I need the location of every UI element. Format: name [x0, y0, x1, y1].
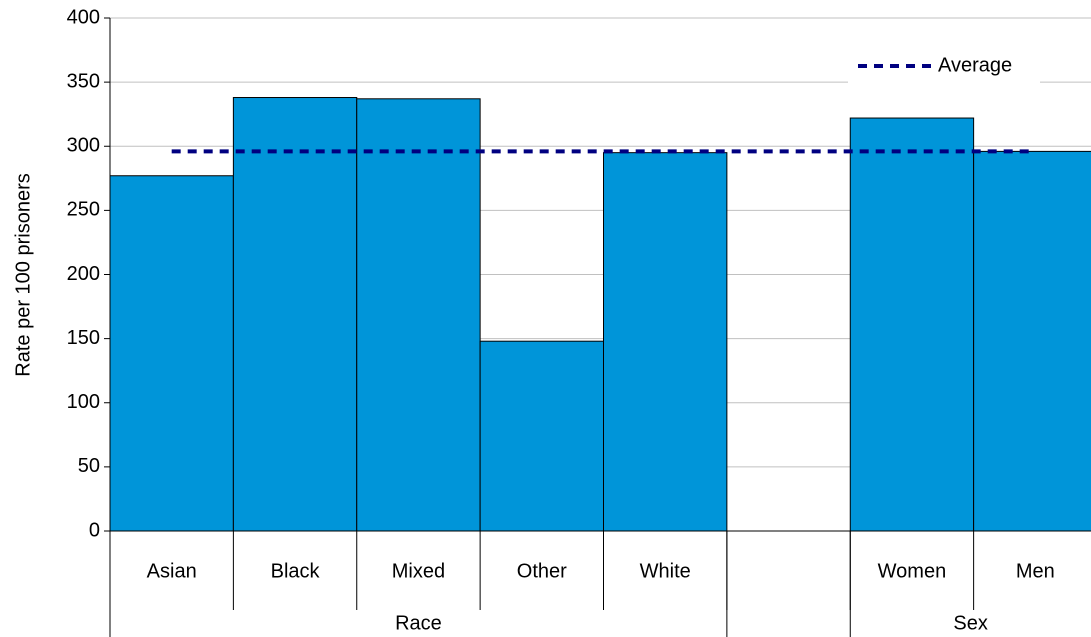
- x-tick-label: White: [640, 560, 691, 582]
- y-tick-label: 200: [67, 263, 100, 285]
- legend-label: Average: [938, 54, 1012, 76]
- y-tick-label: 350: [67, 70, 100, 92]
- x-tick-label: Men: [1016, 560, 1055, 582]
- y-tick-label: 250: [67, 199, 100, 221]
- bar: [479, 340, 604, 532]
- y-tick-label: 150: [67, 327, 100, 349]
- y-tick-label: 50: [78, 455, 100, 477]
- y-axis-title: Rate per 100 prisoners: [12, 173, 34, 376]
- bar: [849, 117, 975, 532]
- y-tick-label: 0: [89, 519, 100, 541]
- x-tick-label: Mixed: [392, 560, 445, 582]
- bar: [973, 150, 1091, 532]
- bar: [232, 97, 358, 532]
- y-tick-label: 100: [67, 391, 100, 413]
- bar: [603, 152, 728, 532]
- y-tick-label: 400: [67, 6, 100, 28]
- x-tick-label: Women: [878, 560, 947, 582]
- group-label: Race: [395, 612, 442, 634]
- x-tick-label: Other: [517, 560, 567, 582]
- y-tick-label: 300: [67, 135, 100, 157]
- group-label: Sex: [953, 612, 987, 634]
- x-tick-label: Asian: [147, 560, 197, 582]
- x-tick-label: Black: [271, 560, 321, 582]
- bar: [109, 175, 234, 532]
- bar: [356, 98, 481, 532]
